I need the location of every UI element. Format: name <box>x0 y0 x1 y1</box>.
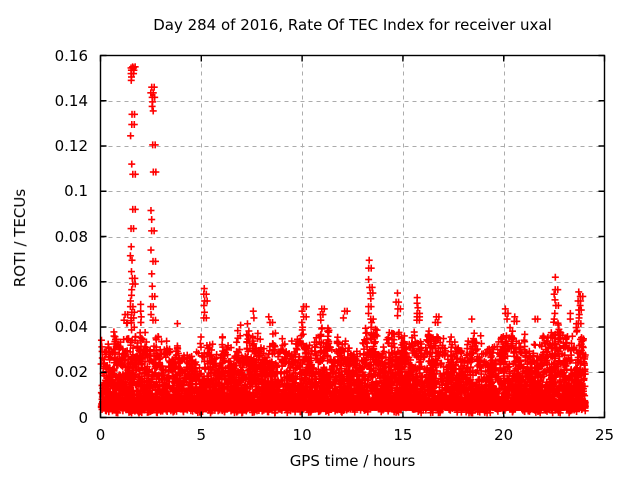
y-tick-label: 0.06 <box>54 272 88 291</box>
x-tick-label: 20 <box>494 426 514 444</box>
x-axis-label: GPS time / hours <box>289 452 416 470</box>
y-tick-label: 0 <box>78 408 88 427</box>
x-tick-label: 0 <box>95 426 106 444</box>
x-tick-label: 5 <box>196 426 207 444</box>
x-tick-label: 25 <box>594 426 615 444</box>
y-tick-label: 0.1 <box>64 182 88 201</box>
y-tick-label: 0.16 <box>54 46 88 65</box>
y-tick-label: 0.12 <box>54 137 88 155</box>
y-tick-label: 0.02 <box>54 363 88 382</box>
y-tick-label: 0.14 <box>54 91 88 110</box>
x-tick-label: 15 <box>393 426 413 444</box>
y-tick-label: 0.08 <box>54 227 88 246</box>
chart-title: Day 284 of 2016, Rate Of TEC Index for r… <box>153 16 552 34</box>
x-tick-label: 10 <box>292 426 312 444</box>
y-tick-label: 0.04 <box>54 318 88 336</box>
